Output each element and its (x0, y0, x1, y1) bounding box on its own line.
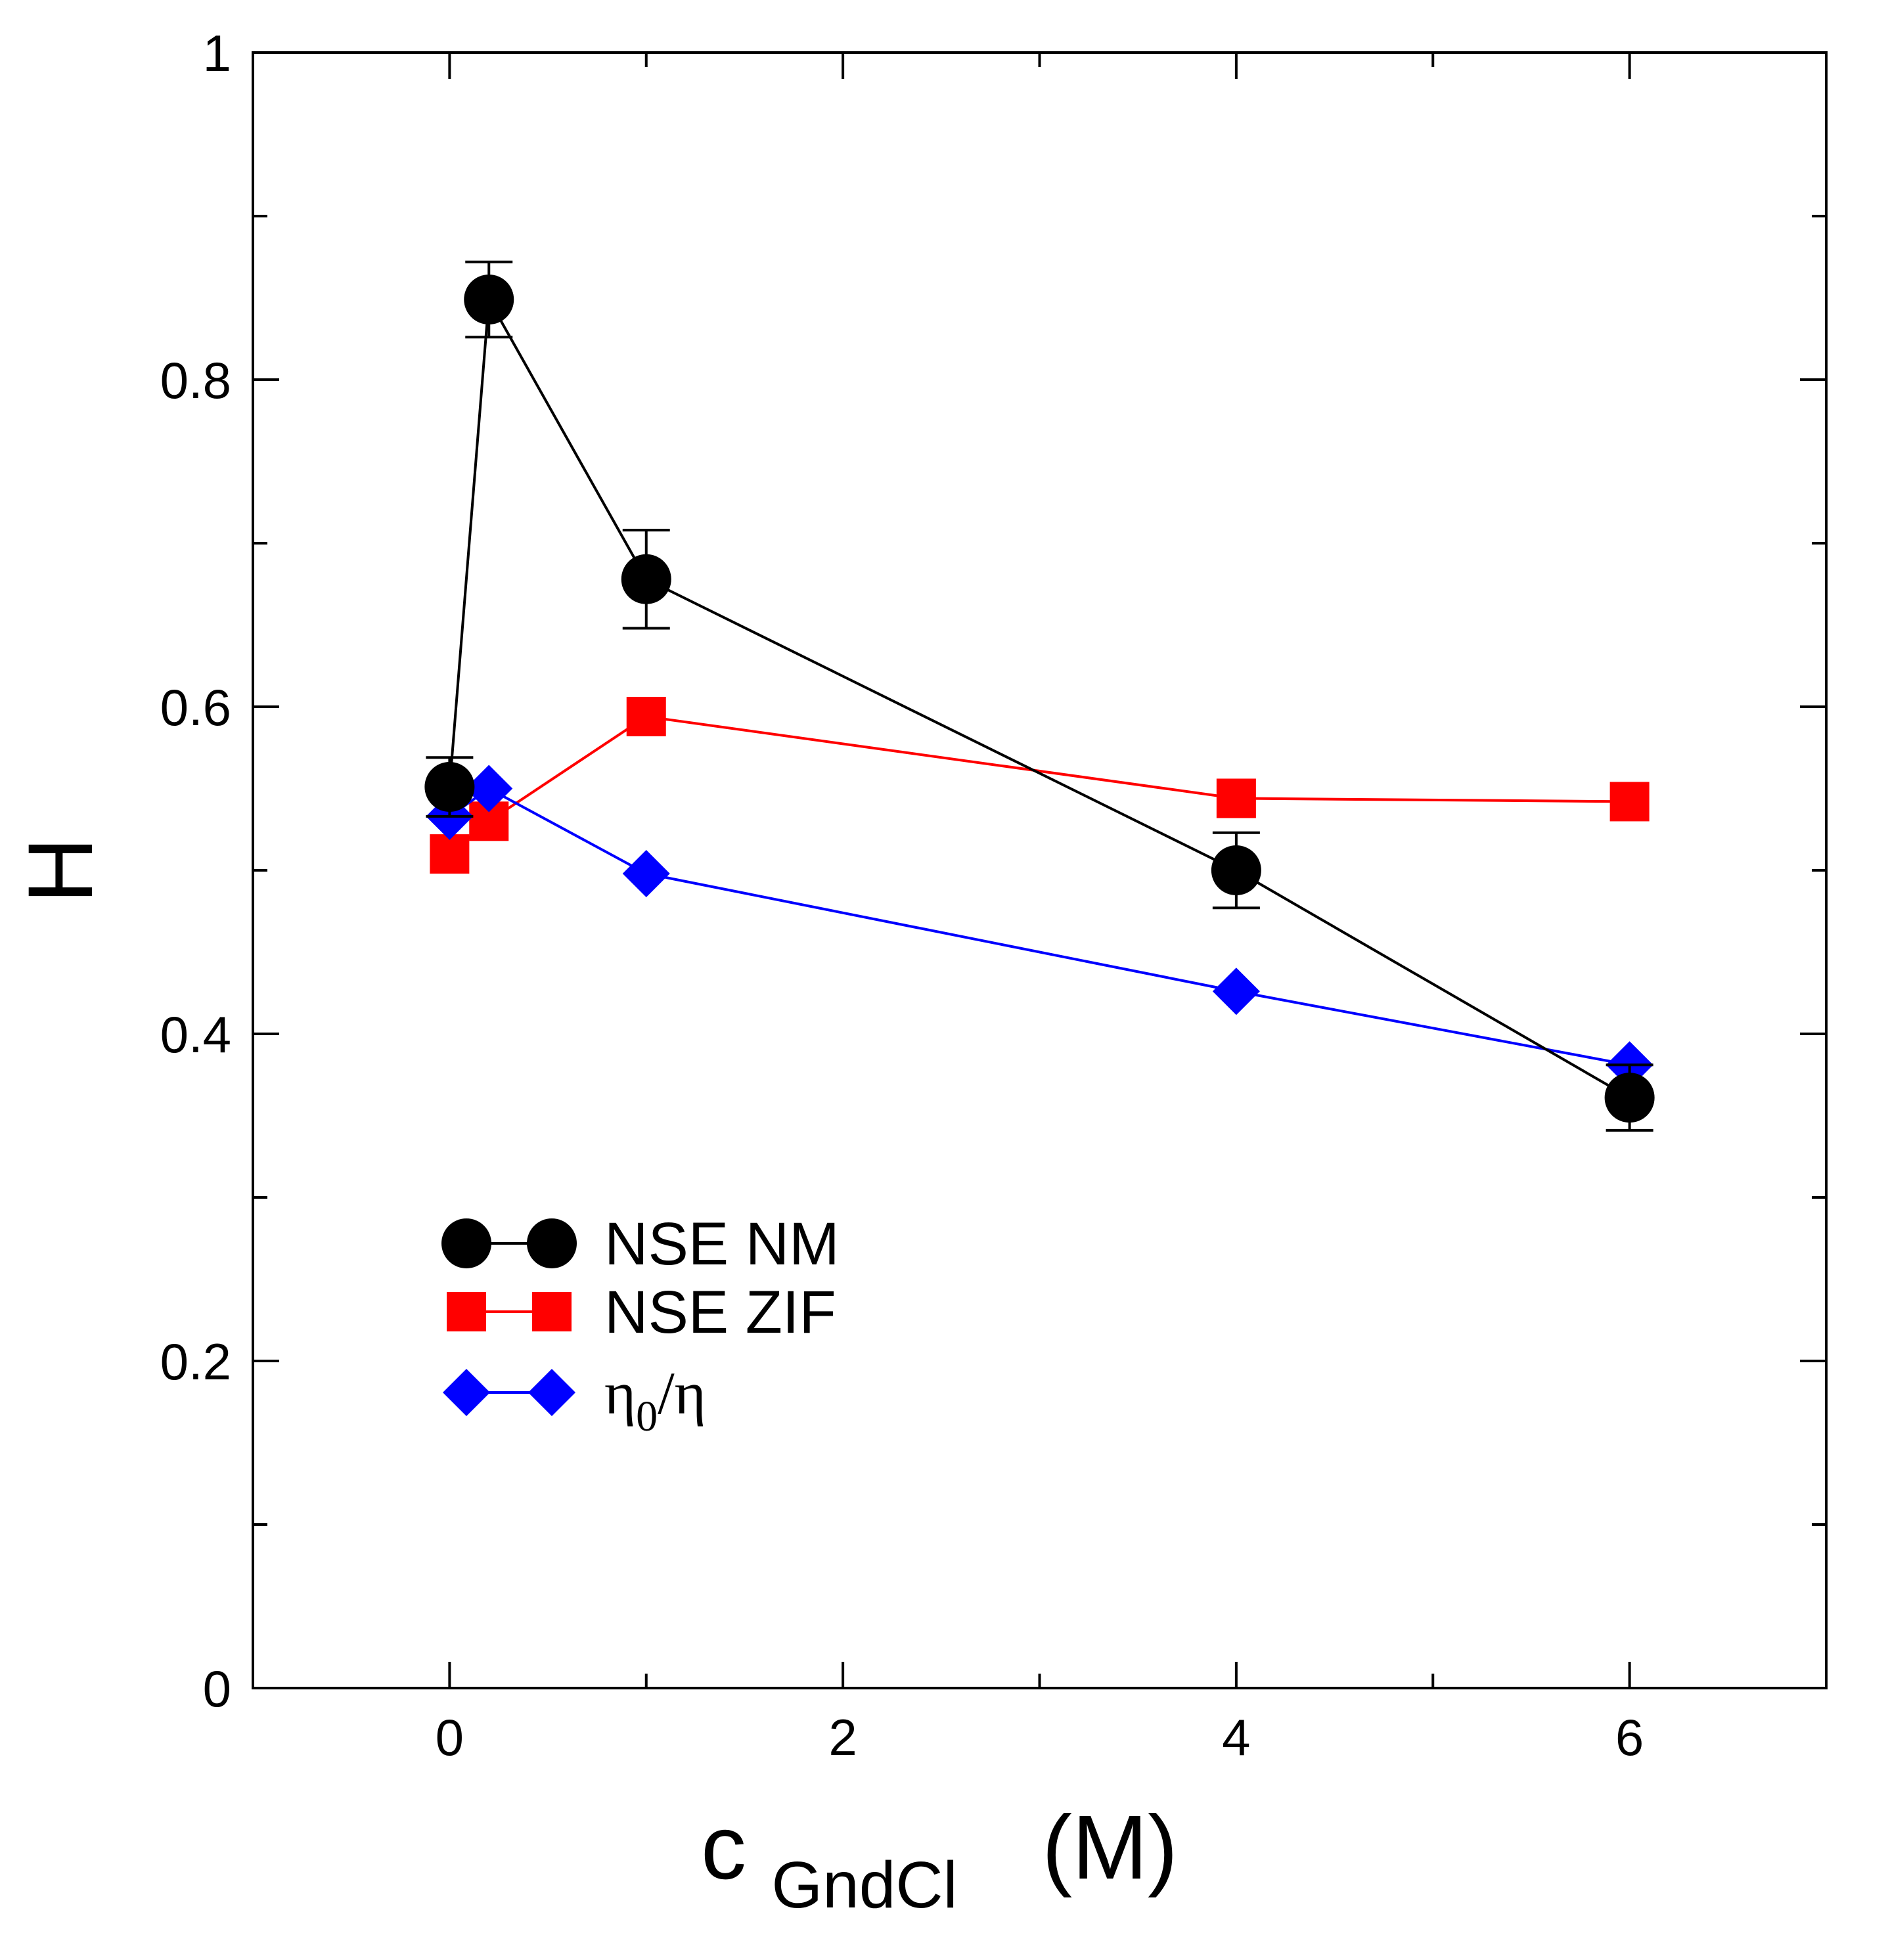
series-diamond (426, 765, 1653, 1089)
data-point (430, 834, 470, 874)
data-point (1604, 1073, 1655, 1123)
data-point (1609, 782, 1650, 822)
series-square (430, 696, 1650, 874)
data-point (626, 696, 666, 736)
legend-label: NSE NM (604, 1211, 840, 1278)
x-axis-label: c GndCl (M) (701, 1797, 1178, 1927)
legend-marker (527, 1218, 577, 1268)
x-axis-label-main: c (701, 1797, 746, 1898)
legend-item: η0/η (443, 1360, 706, 1440)
data-point (464, 274, 514, 324)
legend-marker (443, 1369, 490, 1416)
plot-area (424, 260, 1655, 1132)
legend-label-subscript: 0 (636, 1392, 658, 1440)
y-tick-label: 0.2 (160, 1333, 231, 1391)
data-point (424, 762, 475, 813)
data-point (622, 849, 670, 897)
y-axis-label: H (9, 837, 112, 903)
data-point (621, 554, 671, 604)
legend-marker (447, 1292, 486, 1331)
data-point (1211, 845, 1261, 895)
legend-label: NSE ZIF (604, 1279, 836, 1346)
x-axis-label-unit: (M) (1042, 1797, 1178, 1898)
legend-label-tail: /η (658, 1360, 706, 1427)
legend-marker (528, 1369, 575, 1416)
y-tick-label: 0.4 (160, 1006, 231, 1063)
x-tick-label: 0 (436, 1708, 464, 1766)
series-line (449, 715, 1630, 855)
data-point (1212, 968, 1260, 1015)
x-axis-label-subscript: GndCl (771, 1848, 957, 1922)
series-line (449, 787, 1630, 1067)
x-tick-label: 2 (828, 1708, 857, 1766)
axes: 0 2 4 6 0 0.2 0.4 0.6 0.8 1 (160, 24, 1828, 1766)
y-tick-label: 0.6 (160, 679, 231, 736)
legend-item: NSE NM (441, 1211, 840, 1278)
legend-item: NSE ZIF (447, 1279, 836, 1346)
x-tick-label: 6 (1615, 1708, 1644, 1766)
legend-label-base: η (604, 1360, 636, 1427)
legend-marker (441, 1218, 491, 1268)
series-circle (424, 260, 1655, 1132)
legend-label: η0/η (604, 1360, 706, 1440)
x-tick-label: 4 (1222, 1708, 1250, 1766)
data-point (465, 765, 513, 813)
y-tick-label: 0 (203, 1660, 231, 1718)
data-point (1216, 778, 1256, 818)
y-tick-label: 0.8 (160, 351, 231, 409)
y-tick-label: 1 (203, 24, 231, 82)
legend-marker (532, 1292, 572, 1331)
